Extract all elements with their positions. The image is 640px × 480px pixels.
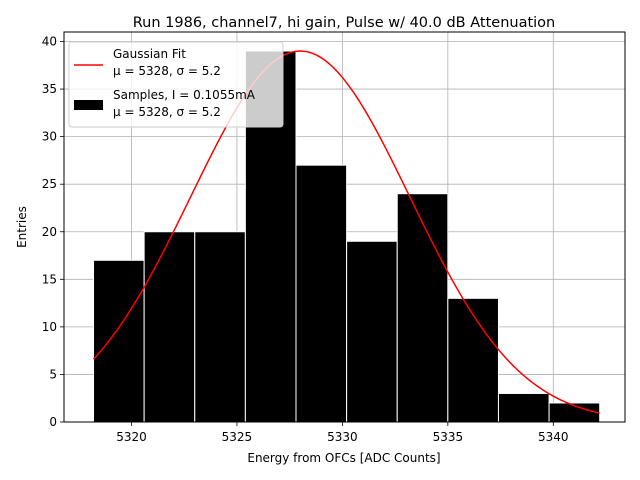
histogram-bar	[93, 259, 145, 423]
y-tick-label: 10	[42, 320, 57, 334]
y-tick-label: 20	[42, 225, 57, 239]
y-tick-label: 35	[42, 82, 57, 96]
histogram-bar	[497, 392, 550, 423]
y-tick-label: 25	[42, 177, 57, 191]
x-axis-ticks: 5320 5325 5330 5335 5340	[116, 422, 569, 444]
y-tick-label: 0	[49, 415, 57, 429]
gaussian-fit	[92, 50, 600, 414]
x-tick-label: 5335	[433, 430, 464, 444]
histogram-bar	[447, 297, 499, 423]
gaussian-fit-curve	[92, 50, 600, 414]
histogram-bar	[295, 164, 348, 423]
histogram-bar	[143, 231, 196, 423]
x-tick-label: 5325	[222, 430, 253, 444]
legend-samples-stats: μ = 5328, σ = 5.2	[113, 105, 221, 119]
histogram-bar	[396, 193, 449, 423]
y-axis-label: Entries	[15, 206, 29, 248]
legend-samples-label: Samples, I = 0.1055mA	[113, 88, 256, 102]
legend: Gaussian Fit μ = 5328, σ = 5.2 Samples, …	[68, 41, 284, 128]
y-tick-label: 5	[49, 367, 57, 381]
x-tick-label: 5330	[327, 430, 358, 444]
y-tick-label: 15	[42, 272, 57, 286]
chart-title: Run 1986, channel7, hi gain, Pulse w/ 40…	[133, 15, 556, 31]
x-tick-label: 5320	[116, 430, 147, 444]
y-axis-ticks: 0 5 10 15 20 25 30 35 40	[42, 35, 64, 429]
legend-samples-marker	[74, 100, 103, 110]
x-axis-label: Energy from OFCs [ADC Counts]	[247, 451, 440, 465]
y-tick-label: 40	[42, 35, 57, 49]
x-tick-label: 5340	[538, 430, 569, 444]
plot-frame	[63, 31, 626, 423]
legend-box	[68, 41, 284, 128]
legend-fit-stats: μ = 5328, σ = 5.2	[113, 64, 221, 78]
histogram-bar	[194, 231, 246, 423]
histogram-bars	[93, 50, 601, 423]
legend-fit-label: Gaussian Fit	[113, 47, 186, 61]
histogram-bar	[346, 240, 398, 423]
y-tick-label: 30	[42, 130, 57, 144]
